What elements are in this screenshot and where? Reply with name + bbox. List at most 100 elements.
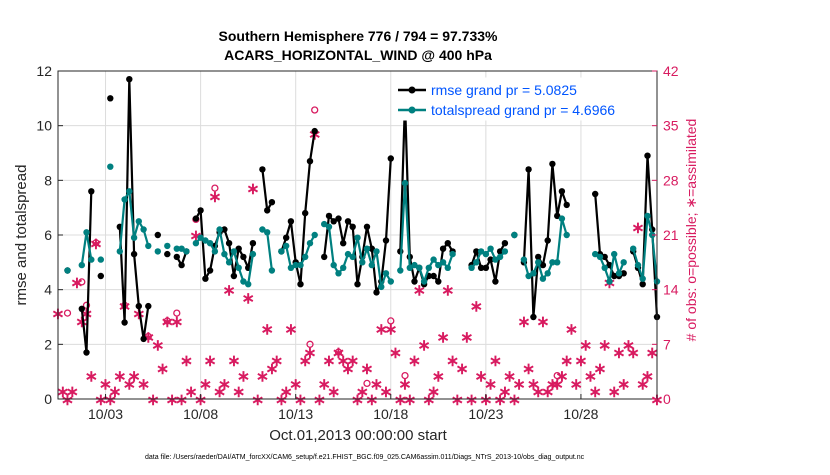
obs-assimilated-point: ∗ bbox=[241, 291, 254, 308]
totalspread-point bbox=[449, 250, 456, 258]
totalspread-point bbox=[107, 163, 114, 170]
rmse-point bbox=[335, 215, 342, 222]
totalspread-point bbox=[306, 240, 314, 247]
totalspread-point bbox=[325, 223, 333, 230]
obs-assimilated-point: ∗ bbox=[427, 384, 440, 401]
obs-assimilated-point: ∗ bbox=[531, 384, 544, 401]
obs-possible-point bbox=[78, 278, 86, 286]
rmse-point bbox=[482, 264, 490, 271]
y-tick-label-right: 35 bbox=[663, 118, 679, 134]
rmse-point bbox=[563, 201, 570, 209]
totalspread-point bbox=[230, 248, 238, 255]
legend-spread-marker bbox=[408, 106, 416, 114]
totalspread-point bbox=[620, 259, 627, 266]
totalspread-point bbox=[420, 278, 428, 285]
obs-assimilated-point: ∗ bbox=[394, 392, 407, 409]
totalspread-point bbox=[615, 270, 623, 277]
totalspread-point bbox=[382, 270, 390, 277]
obs-assimilated-point: ∗ bbox=[208, 189, 221, 206]
legend-rmse-marker bbox=[408, 86, 416, 94]
totalspread-point bbox=[634, 261, 642, 269]
y-axis-label-left: rmse and totalspread bbox=[13, 165, 30, 306]
totalspread-point bbox=[406, 264, 413, 271]
totalspread-point bbox=[359, 259, 366, 266]
totalspread-point bbox=[639, 275, 646, 282]
obs-assimilated-point: ∗ bbox=[184, 384, 197, 401]
totalspread-point bbox=[378, 283, 385, 291]
obs-assimilated-point: ∗ bbox=[565, 322, 578, 339]
obs-assimilated-point: ∗ bbox=[303, 345, 316, 362]
totalspread-point bbox=[178, 245, 185, 252]
totalspread-point bbox=[287, 264, 295, 271]
rmse-line bbox=[522, 162, 568, 319]
rmse-point bbox=[363, 223, 371, 230]
rmse-point bbox=[325, 212, 333, 220]
rmse-point bbox=[225, 240, 233, 247]
totalspread-point bbox=[397, 267, 404, 274]
obs-assimilated-point: ∗ bbox=[213, 384, 226, 401]
obs-assimilated-point: ∗ bbox=[227, 353, 240, 370]
totalspread-point bbox=[292, 261, 299, 269]
chart-title-line2: ACARS_HORIZONTAL_WIND @ 400 hPa bbox=[224, 47, 492, 63]
totalspread-point bbox=[487, 245, 494, 252]
x-tick-label: 10/08 bbox=[183, 406, 218, 422]
obs-assimilated-point: ∗ bbox=[474, 369, 487, 386]
obs-assimilated-point: ∗ bbox=[170, 314, 183, 331]
rmse-point bbox=[107, 95, 114, 102]
obs-assimilated-point: ∗ bbox=[317, 376, 330, 393]
obs-assimilated-point: ∗ bbox=[251, 392, 264, 409]
obs-assimilated-point: ∗ bbox=[493, 392, 506, 409]
rmse-point bbox=[492, 278, 499, 285]
x-tick-label: 10/18 bbox=[373, 406, 408, 422]
rmse-point bbox=[97, 272, 105, 280]
obs-assimilated-point: ∗ bbox=[441, 283, 454, 300]
obs-assimilated-point: ∗ bbox=[541, 384, 554, 401]
obs-assimilated-point: ∗ bbox=[123, 376, 136, 393]
obs-assimilated-point: ∗ bbox=[579, 337, 592, 354]
obs-assimilated-point: ∗ bbox=[194, 392, 207, 409]
totalspread-point bbox=[221, 250, 228, 258]
obs-assimilated-point: ∗ bbox=[146, 392, 159, 409]
obs-assimilated-point: ∗ bbox=[465, 392, 478, 409]
y-tick-label-right: 42 bbox=[663, 63, 679, 79]
obs-assimilated-point: ∗ bbox=[232, 384, 245, 401]
y-tick-label-left: 0 bbox=[44, 391, 52, 407]
chart-title-line1: Southern Hemisphere 776 / 794 = 97.733% bbox=[219, 28, 499, 44]
totalspread-point bbox=[116, 248, 124, 255]
y-tick-label-left: 12 bbox=[36, 63, 52, 79]
rmse-point bbox=[78, 305, 86, 312]
totalspread-point bbox=[401, 179, 409, 187]
footer-data-file: data file: /Users/raeder/DAI/ATM_forcXX/… bbox=[145, 454, 585, 461]
totalspread-point bbox=[97, 256, 105, 263]
obs-assimilated-point: ∗ bbox=[612, 345, 625, 362]
rmse-point bbox=[544, 237, 551, 244]
obs-possible-point bbox=[553, 371, 561, 380]
obs-assimilated-point: ∗ bbox=[70, 275, 83, 292]
totalspread-point bbox=[192, 240, 200, 247]
obs-assimilated-point: ∗ bbox=[375, 322, 388, 339]
rmse-point bbox=[411, 278, 418, 285]
rmse-point bbox=[135, 302, 142, 310]
obs-assimilated-point: ∗ bbox=[313, 392, 326, 409]
totalspread-point bbox=[363, 245, 371, 252]
obs-assimilated-point: ∗ bbox=[94, 392, 107, 409]
totalspread-point bbox=[530, 270, 537, 277]
totalspread-point bbox=[430, 256, 437, 263]
obs-assimilated-point: ∗ bbox=[294, 392, 307, 409]
rmse-point bbox=[535, 253, 542, 261]
totalspread-point bbox=[206, 240, 214, 247]
obs-assimilated-point: ∗ bbox=[546, 376, 559, 393]
totalspread-point bbox=[520, 256, 528, 263]
totalspread-point bbox=[278, 248, 285, 255]
obs-assimilated-point: ∗ bbox=[66, 384, 79, 401]
rmse-point bbox=[192, 215, 200, 222]
totalspread-point bbox=[344, 250, 352, 258]
totalspread-point bbox=[411, 261, 418, 269]
rmse-point bbox=[349, 223, 356, 230]
obs-assimilated-point: ∗ bbox=[113, 369, 126, 386]
totalspread-point bbox=[240, 278, 247, 285]
totalspread-point bbox=[468, 264, 475, 271]
rmse-point bbox=[121, 319, 128, 326]
y-tick-label-right: 21 bbox=[663, 227, 679, 243]
obs-assimilated-point: ∗ bbox=[180, 353, 193, 370]
